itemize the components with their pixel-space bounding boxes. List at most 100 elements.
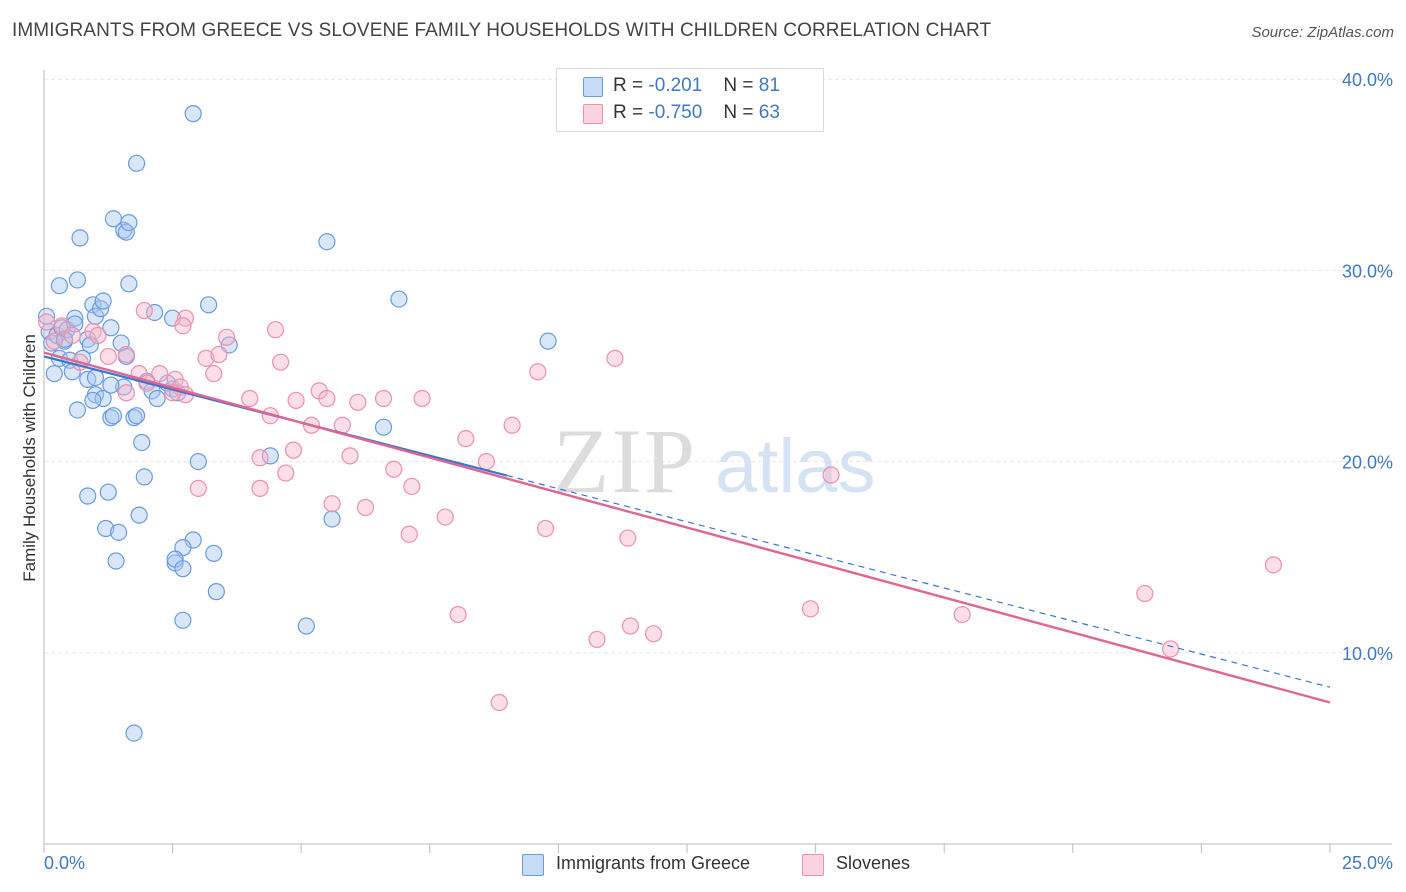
- greece-point: [127, 154, 146, 172]
- slovene-point: [529, 363, 547, 381]
- greece-point: [120, 214, 138, 232]
- greece-point: [207, 583, 225, 601]
- y-tick-label: 20.0%: [1342, 453, 1393, 473]
- slovene-point: [457, 430, 475, 448]
- slovene-point: [490, 693, 508, 712]
- greece-point: [50, 277, 69, 295]
- greece-point: [130, 506, 148, 524]
- chart-title: IMMIGRANTS FROM GREECE VS SLOVENE FAMILY…: [12, 20, 992, 41]
- greece-point: [318, 233, 336, 251]
- slovene-point: [1136, 584, 1154, 603]
- slovene-r-value: -0.750: [648, 102, 703, 123]
- slovene-point: [277, 464, 295, 482]
- x-tick-label-max: 25.0%: [1342, 853, 1393, 873]
- greece-point: [107, 552, 125, 570]
- greece-point: [261, 447, 279, 465]
- greece-r-label: R =: [613, 75, 644, 96]
- greece-point: [97, 519, 115, 538]
- slovene-r-label: R =: [613, 102, 644, 123]
- greece-point: [102, 319, 120, 337]
- slovene-point: [174, 317, 192, 335]
- slovene-point: [189, 479, 207, 497]
- greece-point: [174, 611, 192, 629]
- slovene-point: [218, 328, 236, 346]
- slovene-point: [284, 441, 303, 459]
- slovene-point: [135, 301, 153, 320]
- grid-lines: [44, 78, 1392, 654]
- slovene-point: [619, 529, 637, 547]
- greece-point: [120, 275, 138, 293]
- slovene-point: [117, 384, 135, 402]
- slovene-point: [953, 605, 971, 624]
- slovene-point: [356, 498, 375, 517]
- slovene-point: [63, 326, 81, 345]
- slovene-point: [318, 389, 336, 408]
- greece-point: [297, 617, 315, 635]
- y-tick-label: 30.0%: [1342, 261, 1393, 281]
- greece-point: [99, 483, 117, 501]
- slovene-point: [287, 391, 305, 410]
- slovene-point: [822, 466, 840, 484]
- greece-point: [71, 229, 89, 247]
- slovene-point: [210, 345, 228, 364]
- greece-point: [374, 418, 393, 436]
- watermark-atlas: atlas: [715, 424, 876, 509]
- slovene-point: [205, 365, 223, 383]
- x-tick-label-min: 0.0%: [44, 853, 85, 873]
- slovene-point: [341, 447, 359, 465]
- slovene-point: [251, 449, 269, 467]
- slovene-point: [503, 416, 521, 434]
- slovene-point: [117, 345, 135, 364]
- greece-point: [184, 105, 202, 123]
- slovene-point: [385, 460, 403, 478]
- slovene-point: [403, 477, 421, 496]
- slovene-point: [374, 389, 393, 408]
- greece-point: [174, 560, 192, 578]
- greece-point: [323, 510, 341, 528]
- slovene-point: [323, 495, 341, 513]
- greece-trendline-extension: [506, 474, 1331, 688]
- slovene-n-value: 63: [758, 102, 780, 123]
- greece-point: [205, 544, 223, 562]
- slovene-point: [413, 389, 431, 408]
- greece-point: [390, 290, 408, 308]
- greece-point: [55, 330, 74, 348]
- legend-stats: R = -0.201 N = 81 R = -0.750 N = 63: [556, 68, 824, 132]
- tick-labels: 10.0% 20.0% 30.0% 40.0% 0.0% 25.0%: [44, 70, 1393, 873]
- slovene-point: [37, 313, 56, 331]
- slovene-point: [151, 365, 169, 383]
- greece-point: [45, 365, 63, 383]
- greece-point: [102, 376, 120, 394]
- slovene-point: [536, 519, 555, 538]
- slovene-point: [400, 525, 418, 543]
- greece-point: [125, 724, 143, 742]
- y-tick-label: 10.0%: [1342, 644, 1393, 664]
- greece-point: [109, 523, 128, 541]
- greece-point: [135, 468, 153, 486]
- greece-r-value: -0.201: [648, 75, 703, 96]
- greece-point: [148, 389, 166, 408]
- slovene-n-label: N =: [723, 102, 754, 123]
- greece-point: [133, 433, 151, 452]
- greece-point: [117, 223, 135, 241]
- slovene-point: [89, 326, 107, 345]
- slovene-point: [272, 353, 290, 371]
- slovene-swatch: [583, 104, 603, 124]
- slovene-point: [251, 479, 269, 497]
- greece-point: [94, 292, 112, 310]
- greece-point: [94, 389, 112, 408]
- slovene-point: [266, 321, 285, 339]
- slovene-point: [449, 605, 467, 624]
- slovene-point: [1264, 556, 1283, 574]
- trend-lines: [43, 351, 1331, 704]
- greece-point: [539, 332, 557, 350]
- slovene-point: [1161, 640, 1180, 658]
- slovene-point: [99, 347, 117, 366]
- greece-swatch: [583, 77, 603, 97]
- slovene-point: [477, 453, 495, 471]
- greece-point: [127, 407, 146, 425]
- slovene-legend-label: Slovenes: [836, 853, 911, 873]
- greece-point: [125, 409, 143, 427]
- series-slovene-points: [37, 301, 1283, 712]
